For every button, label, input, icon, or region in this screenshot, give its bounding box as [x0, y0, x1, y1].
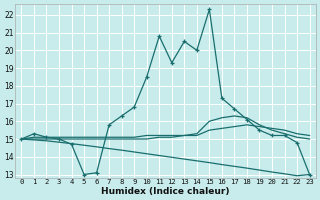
X-axis label: Humidex (Indice chaleur): Humidex (Indice chaleur)	[101, 187, 230, 196]
